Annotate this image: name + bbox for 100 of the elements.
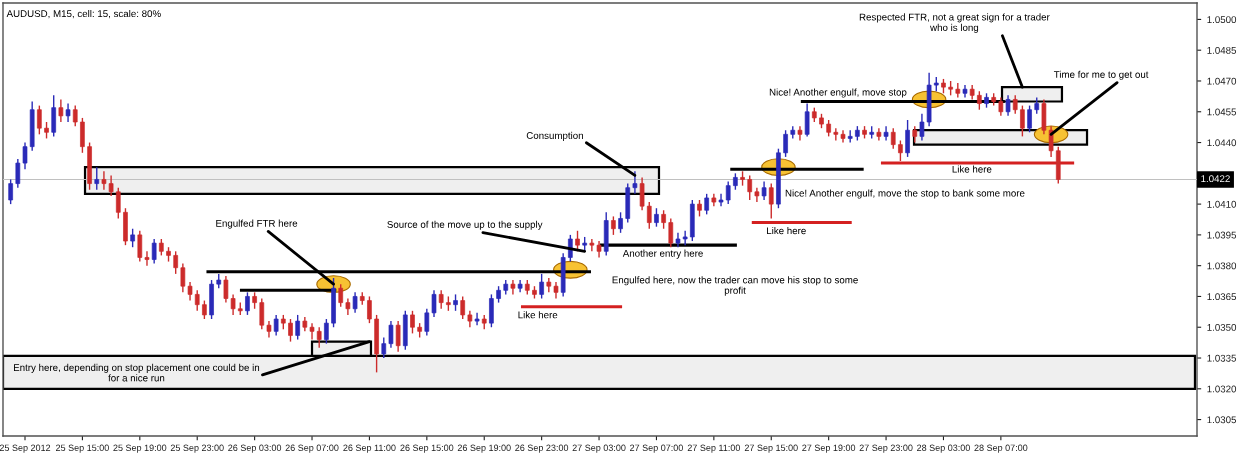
- candlestick: [718, 193, 724, 207]
- candlestick: [381, 336, 387, 359]
- annotation: Time for me to get out: [1053, 70, 1149, 80]
- x-tick-label: 25 Sep 19:00: [113, 444, 167, 453]
- candlestick: [804, 102, 810, 138]
- candlestick: [65, 102, 71, 123]
- y-tick-label: 1.0470: [1207, 77, 1237, 85]
- y-tick-label: 1.0410: [1207, 200, 1237, 208]
- candlestick: [890, 127, 896, 150]
- x-tick-label: 26 Sep 23:00: [515, 444, 569, 453]
- series-label: Like here: [952, 165, 992, 173]
- y-tick-label: 1.0305: [1207, 416, 1237, 424]
- candlestick: [682, 230, 688, 246]
- y-tick-label: 1.0365: [1207, 293, 1237, 301]
- candlestick: [998, 96, 1004, 117]
- x-tick-label: 27 Sep 15:00: [744, 444, 798, 453]
- y-tick-label: 1.0455: [1207, 108, 1237, 116]
- candlestick: [905, 119, 910, 158]
- candlestick: [847, 129, 853, 144]
- candlestick: [668, 217, 674, 248]
- annotation: Consumption: [526, 131, 583, 141]
- candlestick: [130, 228, 135, 248]
- candlestick: [273, 314, 279, 337]
- x-tick-label: 26 Sep 07:00: [285, 444, 339, 453]
- y-tick-label: 1.0350: [1207, 323, 1237, 331]
- annotation: Engulfed here, now the trader can move his stop to some profit: [612, 276, 858, 296]
- x-tick-label: 28 Sep 07:00: [974, 444, 1028, 453]
- candlestick: [180, 262, 186, 294]
- ref-line-label: 1.0422: [1201, 175, 1230, 183]
- candlestick: [840, 129, 846, 144]
- candlestick: [295, 314, 300, 341]
- candlestick: [646, 201, 652, 230]
- candlestick: [639, 176, 645, 211]
- annotation: Entry here, depending on stop placement one could be in for a nice run: [14, 363, 260, 382]
- annotation: Nice! Another engulf, move stop: [769, 88, 907, 98]
- candlestick: [1027, 104, 1032, 133]
- candlestick: [58, 98, 64, 123]
- y-tick-label: 1.0485: [1207, 46, 1237, 54]
- candlestick: [194, 289, 200, 312]
- candlestick: [797, 125, 803, 142]
- candlestick: [115, 186, 121, 220]
- x-tick-label: 25 Sep 15:00: [56, 444, 109, 453]
- annotation: Respected FTR, not a great sign for a trader who is long: [859, 13, 1050, 33]
- x-tick-label: 25 Sep 23:00: [170, 444, 224, 453]
- candlestick: [324, 318, 329, 345]
- candlestick: [352, 291, 358, 314]
- annotation: Source of the move up to the supply: [387, 220, 543, 230]
- y-tick-label: 1.0380: [1207, 262, 1237, 270]
- candlestick: [410, 310, 415, 335]
- annotation: Engulfed FTR here: [216, 219, 298, 229]
- candlestick: [259, 297, 265, 330]
- candlestick: [388, 320, 394, 349]
- candlestick: [15, 158, 21, 189]
- candlestick: [173, 250, 179, 275]
- candlestick: [761, 180, 767, 201]
- candlestick: [245, 291, 250, 316]
- candlestick: [460, 295, 466, 320]
- x-tick-label: 26 Sep 15:00: [400, 444, 454, 453]
- y-tick-label: 1.0395: [1207, 231, 1237, 239]
- x-tick-label: 27 Sep 03:00: [572, 444, 626, 453]
- x-tick-label: 27 Sep 11:00: [687, 444, 741, 453]
- y-tick-label: 1.0335: [1207, 354, 1237, 362]
- candlestick: [747, 174, 753, 201]
- candlestick: [654, 207, 659, 228]
- candlestick: [151, 238, 157, 265]
- candlestick: [202, 299, 207, 320]
- candlestick: [704, 193, 709, 216]
- candlestick: [1020, 104, 1025, 138]
- candlestick: [618, 211, 623, 234]
- candlestick: [309, 322, 315, 341]
- candlestick: [338, 283, 344, 308]
- candlestick: [1012, 94, 1018, 115]
- candlestick: [72, 104, 78, 127]
- y-tick-label: 1.0440: [1207, 139, 1237, 147]
- candlestick: [94, 166, 100, 191]
- candlestick: [833, 127, 839, 142]
- candlestick: [539, 273, 544, 300]
- x-tick-label: 26 Sep 03:00: [228, 444, 282, 453]
- candlestick: [395, 320, 401, 353]
- x-tick-label: 27 Sep 07:00: [630, 444, 683, 453]
- candlestick: [955, 82, 961, 99]
- candlestick: [632, 170, 638, 195]
- candlestick: [144, 250, 150, 267]
- x-tick-label: 25 Sep 2012: [0, 444, 51, 453]
- candlestick: [22, 141, 28, 170]
- candlestick: [1005, 94, 1011, 117]
- candlestick: [589, 238, 595, 253]
- candlestick: [977, 90, 982, 111]
- x-tick-label: 27 Sep 23:00: [859, 444, 913, 453]
- series-label: Like here: [518, 311, 558, 319]
- candlestick: [661, 209, 666, 230]
- candlestick: [288, 318, 293, 343]
- x-tick-label: 26 Sep 19:00: [457, 444, 511, 453]
- text: AUDUSD, M15, cell: 15, scale: 80%: [6, 9, 161, 19]
- candlestick: [424, 308, 430, 337]
- candlestick: [474, 312, 480, 326]
- candlestick: [438, 289, 444, 310]
- candlestick: [137, 230, 143, 263]
- candlestick: [37, 104, 42, 136]
- x-tick-label: 26 Sep 11:00: [343, 444, 396, 453]
